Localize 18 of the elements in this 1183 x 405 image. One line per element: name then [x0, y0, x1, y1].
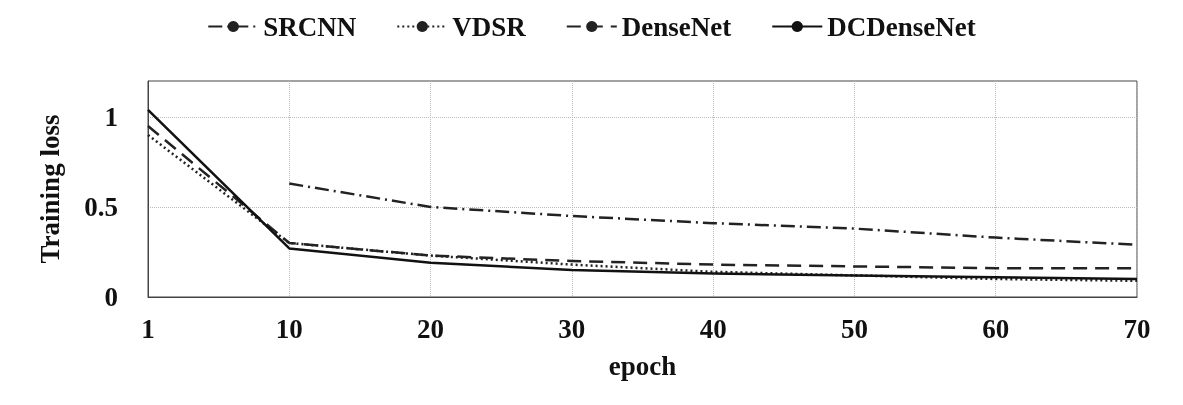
y-tick-label: 0 — [104, 282, 118, 312]
line-series — [146, 108, 1139, 281]
x-tick-label: 70 — [1123, 313, 1151, 344]
x-tick-label: 60 — [982, 313, 1010, 344]
y-axis-title: Training loss — [34, 114, 65, 264]
x-tick-label: 1 — [141, 313, 155, 344]
x-tick-label: 20 — [417, 313, 445, 344]
legend-label: DenseNet — [621, 11, 732, 42]
legend-label: DCDenseNet — [827, 11, 976, 42]
x-tick-label: 10 — [275, 313, 303, 344]
x-axis-title: epoch — [608, 350, 677, 381]
x-tick-label: 50 — [840, 313, 868, 344]
x-tick-label: 40 — [699, 313, 727, 344]
x-tick-label: 30 — [558, 313, 586, 344]
legend-label: SRCNN — [263, 11, 357, 42]
y-tick-label: 1 — [104, 102, 118, 132]
y-tick-label: 0.5 — [84, 192, 118, 222]
legend-label: VDSR — [452, 11, 527, 42]
